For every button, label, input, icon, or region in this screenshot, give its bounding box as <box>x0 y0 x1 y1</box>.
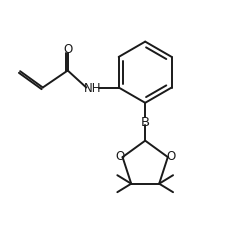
Text: B: B <box>141 115 150 128</box>
Text: O: O <box>166 150 175 163</box>
Text: NH: NH <box>84 82 101 95</box>
Text: O: O <box>63 43 72 56</box>
Text: O: O <box>115 150 124 163</box>
